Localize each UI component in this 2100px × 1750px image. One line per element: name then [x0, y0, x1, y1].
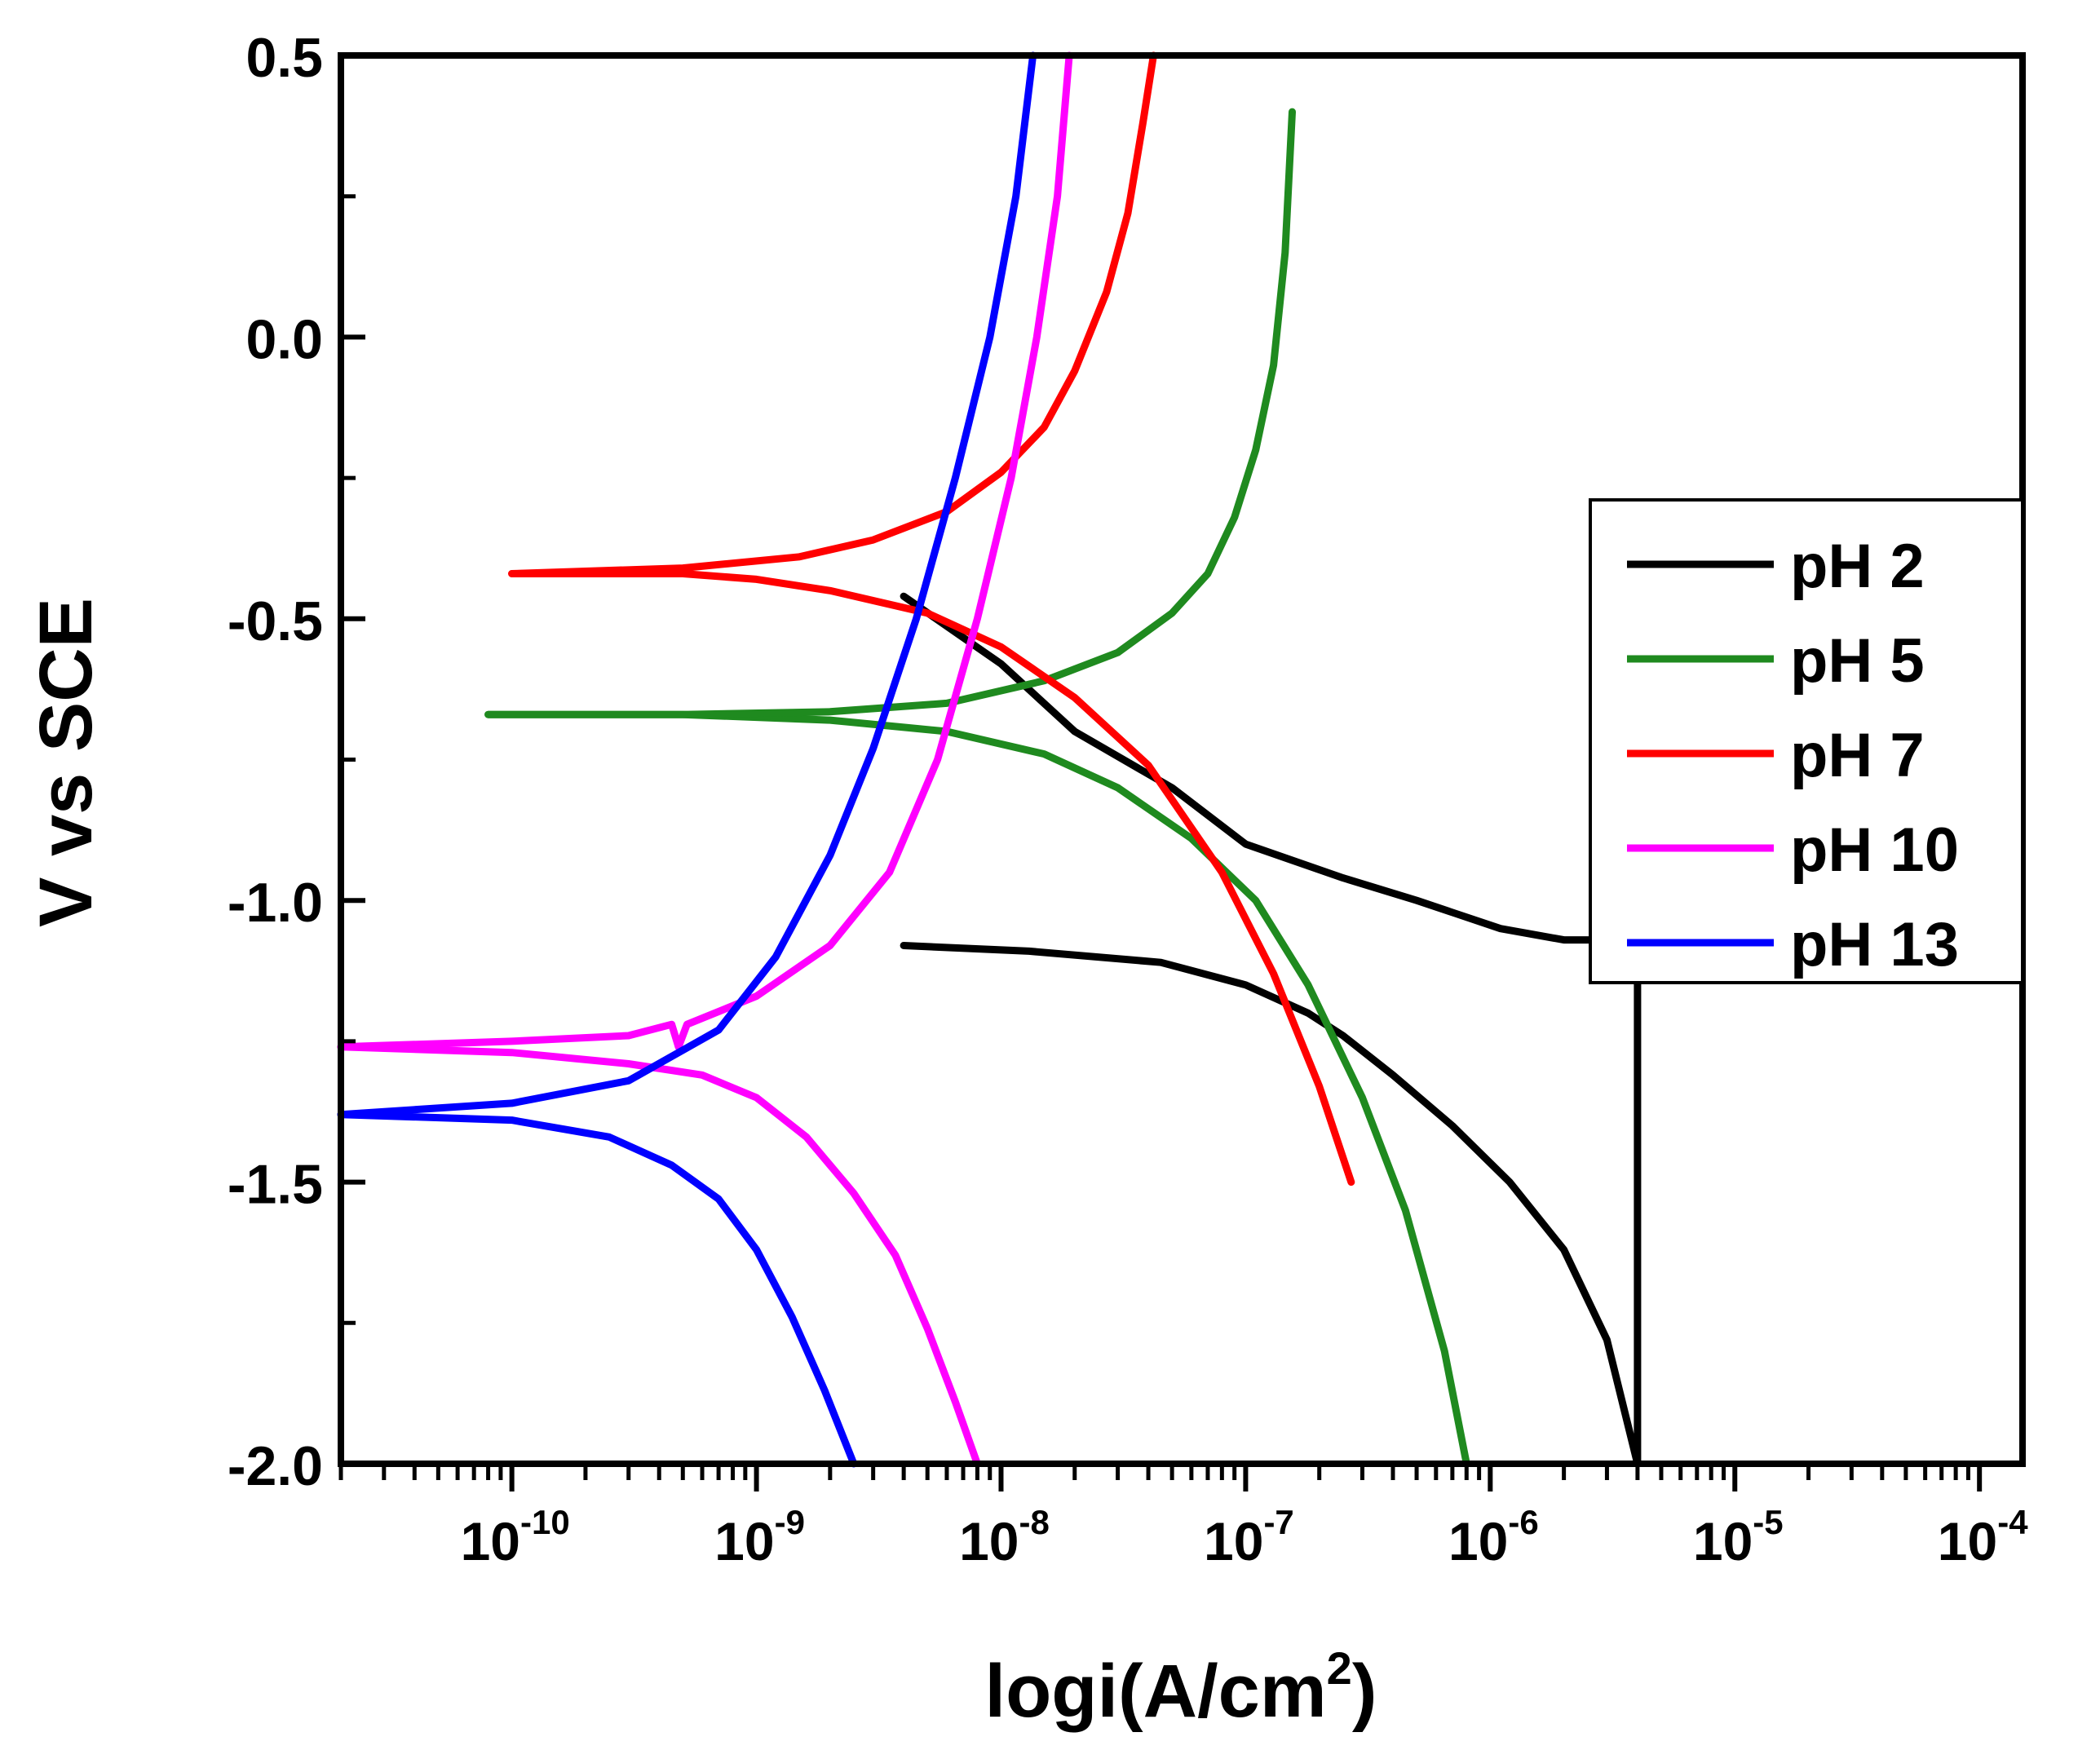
legend-label: pH 2 — [1790, 532, 1925, 601]
x-axis-title-main: logi(A/cm — [985, 1650, 1327, 1733]
x-tick-label-base: 10 — [714, 1511, 774, 1571]
y-tick-label: -2.0 — [228, 1435, 323, 1497]
series-ph-13-curve-8 — [337, 1111, 858, 1468]
legend-box — [1589, 498, 2024, 984]
legend: pH 2 pH 5 pH 7 pH 10 pH 13 — [1589, 498, 2024, 984]
x-tick-label-base: 10 — [959, 1511, 1019, 1571]
x-axis-title-suffix: ) — [1352, 1650, 1377, 1733]
x-tick-label: 10-9 — [714, 1503, 805, 1571]
y-tick-label: -1.0 — [228, 872, 323, 934]
x-axis-title: logi(A/cm2) — [985, 1642, 1377, 1733]
x-tick-label: 10-8 — [959, 1503, 1050, 1571]
series-ph-10-curve-6 — [337, 1043, 981, 1468]
data-curves — [337, 51, 1642, 1468]
y-tick-label: -1.5 — [228, 1154, 323, 1216]
x-tick-label-base: 10 — [1204, 1511, 1263, 1571]
series-ph-7-curve-3 — [508, 570, 1355, 1187]
x-tick-label: 10-4 — [1938, 1503, 2028, 1571]
y-tick-label: 0.5 — [245, 27, 323, 89]
y-axis-title: V vs SCE — [24, 598, 108, 927]
x-tick-label-exponent: -10 — [520, 1503, 570, 1541]
x-tick-label-base: 10 — [1938, 1511, 1997, 1571]
legend-label: pH 10 — [1790, 815, 1959, 885]
x-tick-label-exponent: -5 — [1753, 1503, 1783, 1541]
x-tick-label: 10-6 — [1448, 1503, 1539, 1571]
series-ph-5-curve-1 — [484, 710, 1470, 1468]
series-ph-10-curve-5 — [337, 51, 1073, 1051]
series-ph-13-curve-7 — [337, 51, 1037, 1119]
legend-label: pH 7 — [1790, 721, 1925, 790]
x-tick-label-exponent: -8 — [1019, 1503, 1050, 1541]
y-tick-label: -0.5 — [228, 590, 323, 652]
x-tick-label-base: 10 — [1448, 1511, 1508, 1571]
series-ph-2-curve-0 — [900, 592, 1642, 1468]
x-tick-label-exponent: -9 — [775, 1503, 805, 1541]
y-tick-label: 0.0 — [245, 308, 323, 370]
x-tick-label: 10-5 — [1693, 1503, 1784, 1571]
x-tick-label: 10-10 — [461, 1503, 570, 1571]
series-ph-7-curve-4 — [508, 51, 1157, 577]
legend-label: pH 5 — [1790, 626, 1925, 696]
x-tick-label-exponent: -7 — [1263, 1503, 1293, 1541]
x-tick-label-base: 10 — [461, 1511, 520, 1571]
x-tick-label-base: 10 — [1693, 1511, 1753, 1571]
x-tick-label-exponent: -6 — [1508, 1503, 1538, 1541]
x-tick-label-exponent: -4 — [1997, 1503, 2028, 1541]
legend-label: pH 13 — [1790, 910, 1959, 979]
series-ph-5-curve-2 — [484, 108, 1296, 718]
x-axis-title-sup: 2 — [1327, 1642, 1352, 1694]
y-axis: 0.5 0.0 -0.5 -1.0 -1.5 -2.0 — [228, 27, 365, 1497]
x-axis: 10-10 10-9 10-8 10-7 10-6 10-5 10-4 — [338, 1464, 2028, 1571]
x-tick-label: 10-7 — [1204, 1503, 1294, 1571]
